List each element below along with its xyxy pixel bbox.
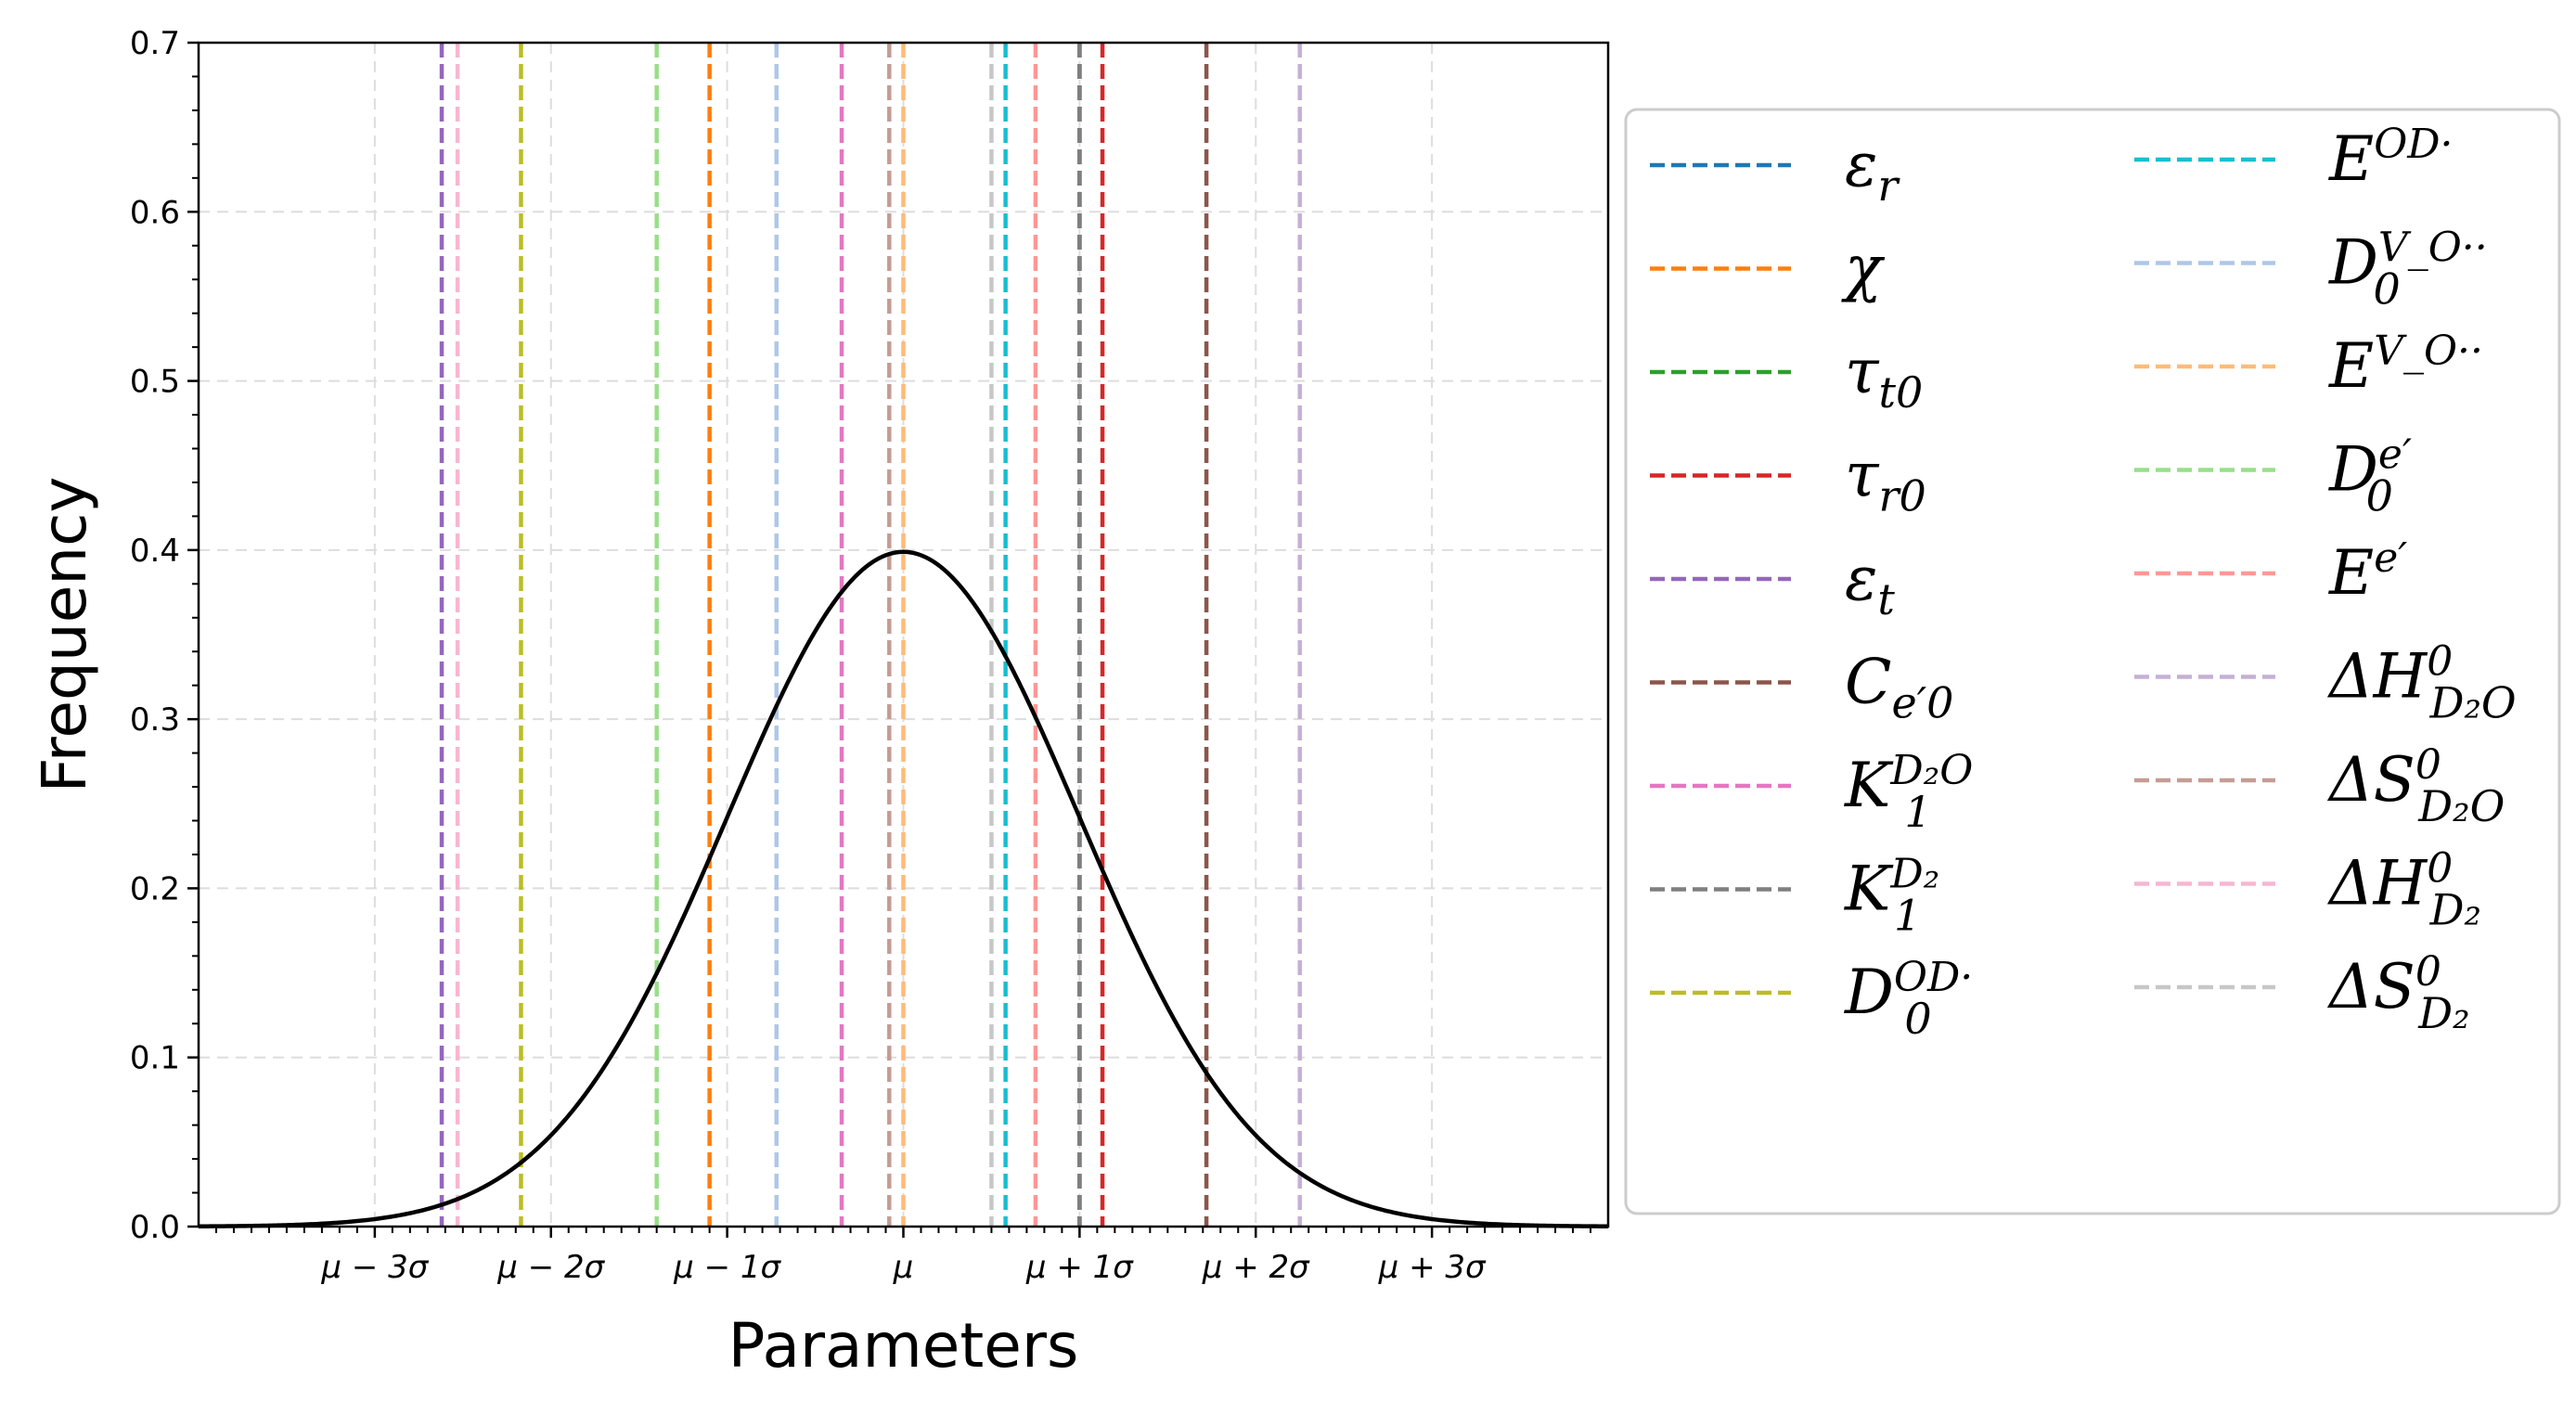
legend-label: EOD· [2328, 121, 2454, 195]
y-axis-label: Frequency [29, 477, 100, 793]
legend-label: ΔS0 D₂ [2326, 948, 2470, 1038]
legend-label: DV_O·· 0 [2328, 225, 2488, 315]
legend-label: ΔS0 D₂O [2326, 741, 2505, 831]
y-tick-label: 0.0 [130, 1209, 180, 1246]
x-tick-label: μ − 3σ [320, 1249, 429, 1286]
normal-curve [198, 549, 1609, 1229]
x-tick-label: μ − 1σ [673, 1249, 781, 1286]
legend-label: De′ 0 [2328, 431, 2412, 521]
y-tick-label: 0.1 [130, 1040, 180, 1077]
legend-label: KD₂ 1 [1844, 851, 1939, 941]
y-tick-label: 0.4 [130, 533, 180, 570]
legend-label: ΔH0 D₂ [2326, 845, 2481, 935]
legend: εr χ τt0 τr0 εt Ce′0 KD₂O 1 KD₂ 1 DOD· 0 EOD· DV_O·· 0… [1624, 108, 2561, 1215]
legend-label: DOD· 0 [1844, 954, 1973, 1044]
x-axis-label: Parameters [728, 1310, 1079, 1382]
legend-label: εt [1845, 543, 1895, 624]
x-tick-label: μ + 3σ [1378, 1249, 1487, 1286]
legend-label: τr0 [1845, 440, 1926, 521]
legend-label: KD₂O 1 [1844, 747, 1973, 837]
x-tick-label: μ [893, 1249, 914, 1286]
y-tick-label: 0.6 [130, 194, 180, 231]
legend-label: EV_O·· [2328, 328, 2483, 402]
legend-label: Ce′0 [1845, 647, 1953, 728]
x-tick-label: μ + 2σ [1202, 1249, 1310, 1286]
legend-label: τt0 [1845, 336, 1923, 418]
axis-ticks: 0.0 0.1 0.2 0.3 0.4 0.5 0.6 0.7 μ − 3σ μ − 2σ μ − … [130, 25, 1592, 1286]
y-tick-label: 0.3 [130, 701, 180, 739]
legend-box [1624, 108, 2561, 1215]
legend-label: Ee′ [2328, 534, 2407, 609]
x-tick-label: μ − 2σ [496, 1249, 605, 1286]
y-tick-label: 0.5 [130, 364, 180, 401]
parameter-lines [439, 43, 1302, 1227]
legend-label: ΔH0 D₂O [2326, 638, 2517, 728]
y-tick-label: 0.2 [130, 870, 180, 907]
legend-label: εr [1845, 129, 1900, 211]
legend-label: χ [1841, 233, 1886, 304]
y-tick-label: 0.7 [130, 25, 180, 62]
x-tick-label: μ + 1σ [1025, 1249, 1134, 1286]
normal-curve-layer [198, 549, 1609, 1229]
